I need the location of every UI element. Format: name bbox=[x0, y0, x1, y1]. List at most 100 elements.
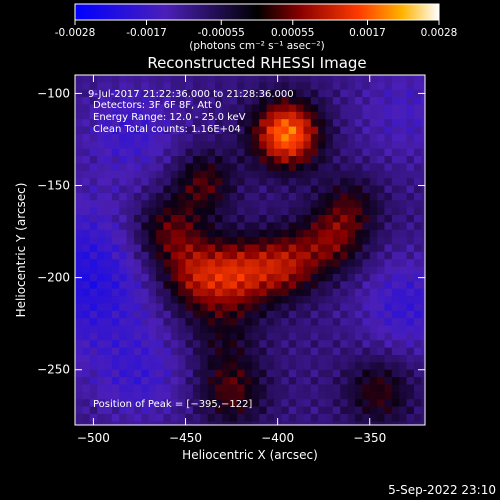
heatmap-cell bbox=[266, 251, 275, 260]
heatmap-cell bbox=[384, 141, 393, 150]
heatmap-cell bbox=[148, 259, 157, 268]
heatmap-cell bbox=[399, 156, 408, 165]
heatmap-cell bbox=[111, 82, 120, 91]
heatmap-cell bbox=[222, 229, 231, 238]
heatmap-cell bbox=[207, 288, 216, 297]
heatmap-cell bbox=[111, 126, 120, 135]
heatmap-cell bbox=[200, 340, 209, 349]
heatmap-cell bbox=[273, 362, 282, 371]
heatmap-cell bbox=[362, 163, 371, 172]
heatmap-cell bbox=[222, 126, 231, 135]
heatmap-cell bbox=[207, 215, 216, 223]
heatmap-cell bbox=[325, 192, 334, 201]
heatmap-cell bbox=[141, 413, 150, 422]
heatmap-cell bbox=[207, 340, 216, 349]
heatmap-cell bbox=[406, 82, 415, 91]
heatmap-cell bbox=[229, 185, 238, 194]
heatmap-cell bbox=[229, 178, 238, 187]
heatmap-cell bbox=[259, 355, 268, 363]
heatmap-cell bbox=[178, 192, 187, 201]
heatmap-cell bbox=[377, 207, 386, 216]
heatmap-cell bbox=[413, 421, 422, 425]
heatmap-cell bbox=[340, 215, 349, 223]
heatmap-cell bbox=[185, 362, 194, 371]
heatmap-cell bbox=[178, 406, 187, 415]
heatmap-cell bbox=[340, 163, 349, 172]
heatmap-cell bbox=[207, 303, 216, 312]
heatmap-cell bbox=[413, 347, 422, 356]
heatmap-cell bbox=[296, 384, 305, 393]
heatmap-cell bbox=[133, 148, 142, 157]
heatmap-cell bbox=[156, 347, 165, 356]
heatmap-cell bbox=[89, 119, 98, 128]
heatmap-cell bbox=[244, 362, 253, 371]
heatmap-cell bbox=[200, 406, 209, 415]
heatmap-cell bbox=[207, 75, 216, 83]
heatmap-cell bbox=[229, 332, 238, 341]
heatmap-cell bbox=[259, 318, 268, 327]
heatmap-cell bbox=[296, 251, 305, 260]
heatmap-cell bbox=[222, 399, 231, 408]
heatmap-cell bbox=[406, 200, 415, 209]
heatmap-cell bbox=[281, 133, 290, 142]
heatmap-cell bbox=[126, 185, 135, 194]
heatmap-cell bbox=[259, 200, 268, 209]
heatmap-cell bbox=[332, 89, 341, 98]
heatmap-cell bbox=[178, 251, 187, 260]
heatmap-cell bbox=[251, 207, 260, 216]
heatmap-cell bbox=[141, 340, 150, 349]
heatmap-cell bbox=[325, 259, 334, 268]
heatmap-cell bbox=[347, 310, 356, 319]
heatmap-cell bbox=[318, 148, 327, 157]
heatmap-cell bbox=[148, 156, 157, 165]
heatmap-cell bbox=[369, 156, 378, 165]
heatmap-cell bbox=[377, 170, 386, 179]
heatmap-cell bbox=[303, 222, 312, 231]
heatmap-cell bbox=[222, 273, 231, 282]
x-tick-label: −450 bbox=[169, 431, 202, 445]
heatmap-cell bbox=[170, 170, 179, 179]
heatmap-cell bbox=[207, 200, 216, 209]
heatmap-cell bbox=[340, 178, 349, 187]
heatmap-cell bbox=[170, 355, 179, 363]
heatmap-cell bbox=[259, 384, 268, 393]
heatmap-cell bbox=[229, 251, 238, 260]
heatmap-cell bbox=[237, 325, 246, 334]
heatmap-cell bbox=[156, 281, 165, 290]
heatmap-cell bbox=[355, 310, 363, 319]
heatmap-cell bbox=[340, 251, 349, 260]
heatmap-cell bbox=[75, 126, 83, 135]
heatmap-cell bbox=[391, 185, 400, 194]
heatmap-cell bbox=[384, 391, 393, 400]
heatmap-cell bbox=[310, 111, 319, 120]
heatmap-cell bbox=[413, 369, 422, 378]
heatmap-cell bbox=[377, 133, 386, 142]
heatmap-cell bbox=[296, 303, 305, 312]
heatmap-cell bbox=[141, 89, 150, 98]
heatmap-cell bbox=[215, 133, 223, 142]
heatmap-cell bbox=[421, 133, 425, 142]
heatmap-cell bbox=[318, 355, 327, 363]
heatmap-cell bbox=[273, 222, 282, 231]
heatmap-cell bbox=[229, 259, 238, 268]
heatmap-cell bbox=[244, 340, 253, 349]
heatmap-cell bbox=[207, 273, 216, 282]
heatmap-cell bbox=[347, 119, 356, 128]
heatmap-cell bbox=[97, 266, 106, 275]
heatmap-cell bbox=[406, 281, 415, 290]
heatmap-cell bbox=[119, 163, 128, 172]
heatmap-cell bbox=[97, 399, 106, 408]
heatmap-cell bbox=[119, 97, 128, 106]
heatmap-cell bbox=[82, 310, 91, 319]
heatmap-cell bbox=[369, 347, 378, 356]
heatmap-cell bbox=[303, 133, 312, 142]
heatmap-cell bbox=[310, 215, 319, 223]
heatmap-cell bbox=[119, 310, 128, 319]
heatmap-cell bbox=[82, 75, 91, 83]
heatmap-cell bbox=[200, 259, 209, 268]
heatmap-cell bbox=[318, 391, 327, 400]
heatmap-cell bbox=[75, 185, 83, 194]
heatmap-cell bbox=[340, 75, 349, 83]
heatmap-cell bbox=[244, 244, 253, 253]
heatmap-cell bbox=[325, 266, 334, 275]
